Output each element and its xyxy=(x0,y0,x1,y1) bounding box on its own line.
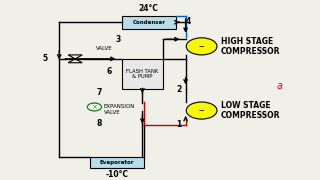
Text: 5: 5 xyxy=(42,54,47,63)
Text: –: – xyxy=(199,105,204,116)
Text: ×: × xyxy=(92,104,97,110)
Text: VALVE: VALVE xyxy=(96,46,113,51)
Text: a: a xyxy=(277,81,283,91)
Text: 7: 7 xyxy=(97,88,102,97)
Text: 1: 1 xyxy=(177,120,182,129)
Text: -10°C: -10°C xyxy=(105,170,128,179)
Text: LOW STAGE
COMPRESSOR: LOW STAGE COMPRESSOR xyxy=(221,101,280,120)
Circle shape xyxy=(186,102,217,119)
Text: 8: 8 xyxy=(97,118,102,127)
Circle shape xyxy=(87,103,101,111)
Text: 4: 4 xyxy=(186,17,191,26)
Text: Evaporator: Evaporator xyxy=(100,160,134,165)
Text: –: – xyxy=(199,41,204,51)
FancyBboxPatch shape xyxy=(90,157,144,168)
Text: HIGH STAGE
COMPRESSOR: HIGH STAGE COMPRESSOR xyxy=(221,37,280,56)
Text: 2: 2 xyxy=(177,85,182,94)
Text: 24°C: 24°C xyxy=(139,4,159,14)
Text: 3: 3 xyxy=(116,35,121,44)
Text: EXPANSION
VALVE: EXPANSION VALVE xyxy=(104,104,135,115)
Text: 6: 6 xyxy=(106,67,111,76)
FancyBboxPatch shape xyxy=(122,16,176,28)
Text: FLASH TANK
& PUMP: FLASH TANK & PUMP xyxy=(126,69,158,79)
Text: Condenser: Condenser xyxy=(132,20,165,25)
FancyBboxPatch shape xyxy=(122,59,163,89)
Circle shape xyxy=(186,38,217,55)
